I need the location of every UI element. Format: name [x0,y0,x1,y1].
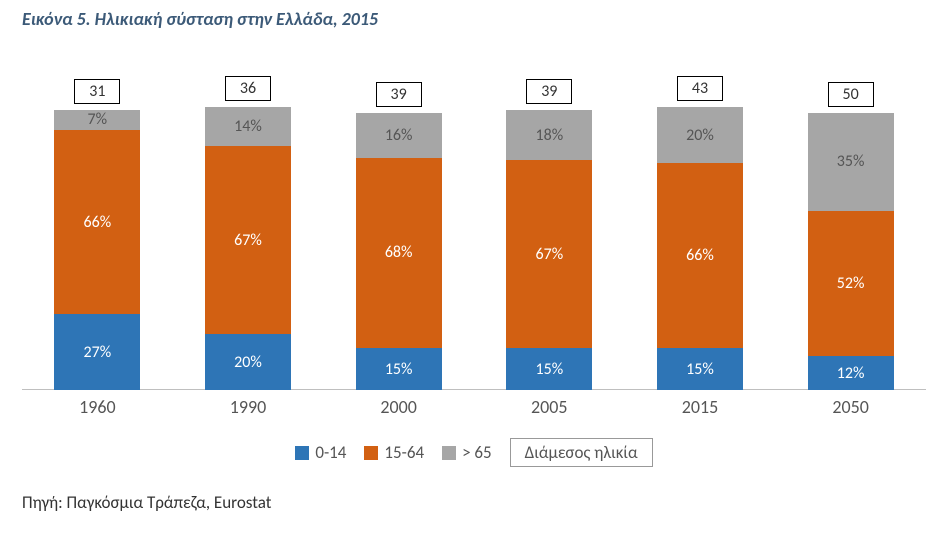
x-axis-label: 2015 [625,396,775,418]
segment-65plus: 20% [657,107,743,163]
stacked-bar: 15%66%20% [657,107,743,390]
segment-0-14: 12% [808,356,894,390]
x-axis-label: 2050 [776,396,926,418]
segment-0-14: 15% [356,348,442,390]
x-axis-label: 1960 [22,396,172,418]
segment-15-64: 67% [205,146,291,334]
segment-15-64: 66% [657,163,743,348]
bar-column: 50 12%52%35% [776,82,926,390]
segment-0-14: 20% [205,334,291,390]
legend-swatch-old [442,446,456,460]
legend-item-working: 15-64 [364,442,424,463]
legend-label-working: 15-64 [384,442,424,463]
median-age-box: 39 [376,82,422,107]
legend-median-label: Διάμεσος ηλικία [510,438,653,467]
segment-65plus: 18% [506,110,592,160]
segment-65plus: 14% [205,107,291,146]
segment-65plus: 7% [54,110,140,130]
stacked-bar: 27%66%7% [54,110,140,390]
segment-15-64: 68% [356,158,442,348]
legend-item-young: 0-14 [295,442,346,463]
median-age-box: 36 [225,76,271,101]
segment-15-64: 67% [506,160,592,348]
x-axis-label: 2000 [324,396,474,418]
stacked-bar: 15%68%16% [356,113,442,390]
stacked-bar: 12%52%35% [808,113,894,390]
chart-title: Εικόνα 5. Ηλικιακή σύσταση στην Ελλάδα, … [22,8,378,30]
bar-column: 39 15%67%18% [474,79,624,390]
median-age-box: 50 [828,82,874,107]
legend-swatch-young [295,446,309,460]
median-age-box: 39 [526,79,572,104]
segment-15-64: 52% [808,211,894,357]
stacked-bar: 20%67%14% [205,107,291,390]
x-axis-labels: 196019902000200520152050 [22,396,926,418]
source-text: Πηγή: Παγκόσμια Τράπεζα, Eurostat [22,492,271,513]
median-age-box: 43 [677,76,723,101]
x-axis-label: 1990 [173,396,323,418]
segment-0-14: 15% [657,348,743,390]
bar-column: 31 27%66%7% [22,79,172,390]
legend-swatch-working [364,446,378,460]
bar-columns: 3127%66%7%3620%67%14%3915%68%16%3915%67%… [22,60,926,390]
plot-region: 3127%66%7%3620%67%14%3915%68%16%3915%67%… [22,60,926,390]
x-axis-label: 2005 [474,396,624,418]
stacked-bar: 15%67%18% [506,110,592,390]
segment-15-64: 66% [54,130,140,315]
segment-65plus: 16% [356,113,442,158]
median-age-box: 31 [74,79,120,104]
legend-label-old: > 65 [462,442,492,463]
bar-column: 36 20%67%14% [173,76,323,390]
segment-0-14: 27% [54,314,140,390]
bar-column: 39 15%68%16% [324,82,474,390]
legend-item-old: > 65 [442,442,492,463]
legend-label-young: 0-14 [315,442,346,463]
bar-column: 43 15%66%20% [625,76,775,390]
segment-65plus: 35% [808,113,894,211]
segment-0-14: 15% [506,348,592,390]
legend: 0-14 15-64 > 65 Διάμεσος ηλικία [0,438,948,467]
chart-area: 3127%66%7%3620%67%14%3915%68%16%3915%67%… [22,60,926,420]
